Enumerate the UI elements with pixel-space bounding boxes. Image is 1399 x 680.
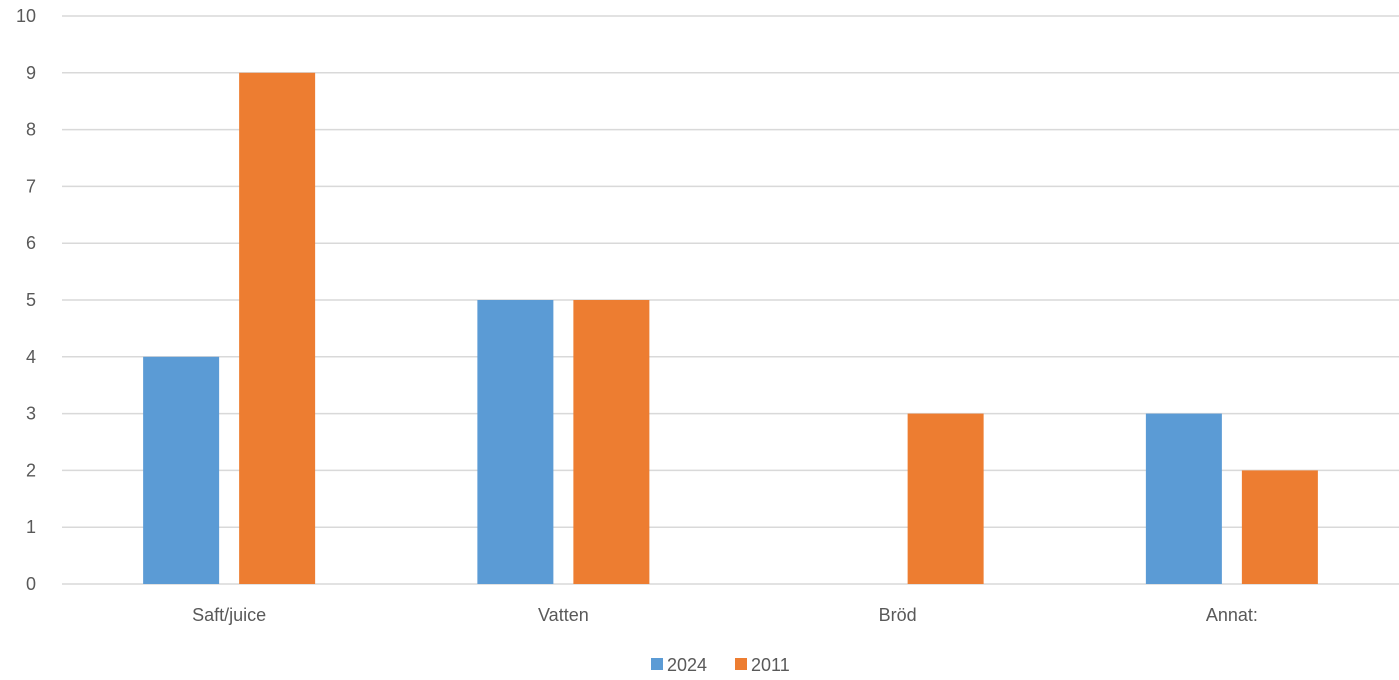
bar-2024-annat- <box>1145 413 1222 584</box>
y-tick-label: 10 <box>16 6 36 26</box>
x-category-label: Vatten <box>538 605 589 625</box>
bar-2011-bröd <box>907 413 984 584</box>
y-tick-label: 6 <box>26 233 36 253</box>
y-tick-label: 8 <box>26 120 36 140</box>
bar-2011-saft-juice <box>239 72 316 585</box>
y-tick-label: 3 <box>26 404 36 424</box>
x-category-label: Bröd <box>879 605 917 625</box>
x-axis-category-labels: Saft/juice Vatten Bröd Annat: <box>192 605 1258 625</box>
y-tick-label: 7 <box>26 176 36 196</box>
bar-2024-vatten <box>477 300 554 584</box>
y-axis-tick-labels: 0 1 2 3 4 5 6 7 8 9 10 <box>16 6 36 594</box>
x-category-label: Saft/juice <box>192 605 266 625</box>
bar-2024-saft-juice <box>143 356 220 584</box>
legend-label-2011: 2011 <box>751 655 790 675</box>
y-tick-label: 4 <box>26 347 36 367</box>
y-tick-label: 5 <box>26 290 36 310</box>
legend-label-2024: 2024 <box>667 655 707 675</box>
y-tick-label: 0 <box>26 574 36 594</box>
legend-swatch-2011 <box>735 658 747 670</box>
bars <box>143 72 1318 585</box>
bar-2011-vatten <box>573 300 650 584</box>
legend-swatch-2024 <box>651 658 663 670</box>
y-tick-label: 9 <box>26 63 36 83</box>
bar-2011-annat- <box>1241 470 1318 584</box>
legend: 2024 2011 <box>651 655 790 675</box>
y-tick-label: 2 <box>26 460 36 480</box>
x-category-label: Annat: <box>1206 605 1258 625</box>
y-tick-label: 1 <box>26 517 36 537</box>
